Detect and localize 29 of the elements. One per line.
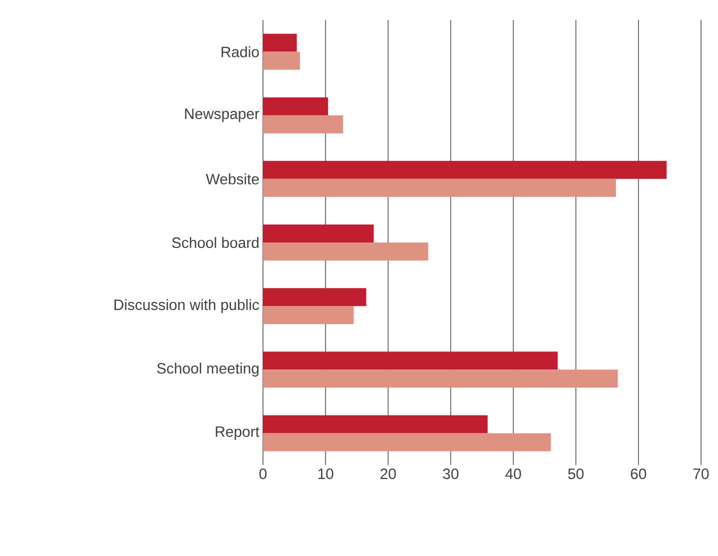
x-tick-label: 40: [505, 468, 522, 480]
bar: [263, 433, 551, 452]
x-tick-label: 50: [568, 468, 584, 480]
bar: [263, 306, 354, 324]
bar: [263, 370, 618, 388]
bar: [263, 178, 616, 197]
bar: [263, 415, 488, 434]
y-tick-label: School board: [172, 237, 258, 248]
x-tick-label: 30: [442, 468, 458, 480]
x-tick-label: 70: [693, 468, 709, 480]
bar: [263, 115, 344, 134]
bar: [263, 242, 428, 261]
bar: [263, 288, 366, 306]
bar: [263, 34, 297, 52]
y-tick-label: Radio: [222, 46, 259, 58]
y-tick-label: Report: [216, 426, 260, 440]
x-tick-label: 20: [380, 468, 396, 480]
y-tick-label: School meeting: [157, 362, 258, 377]
x-tick-label: 60: [630, 468, 646, 480]
y-tick-label: Newspaper: [185, 108, 260, 122]
bar: [263, 352, 558, 370]
y-tick-label: Website: [206, 173, 259, 184]
y-tick-label: Discussion with public: [114, 299, 260, 314]
bar: [263, 224, 374, 243]
bar: [263, 52, 300, 70]
bar: [263, 97, 328, 116]
bar: [263, 160, 667, 179]
x-tick-label: 10: [318, 468, 334, 480]
x-tick-label: 0: [259, 468, 267, 480]
